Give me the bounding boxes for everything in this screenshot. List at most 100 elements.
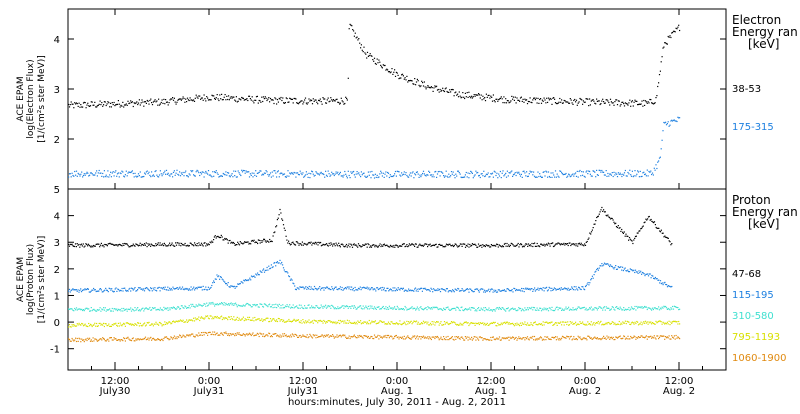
data-point (342, 290, 343, 291)
data-point (641, 176, 642, 177)
data-point (223, 239, 224, 240)
data-point (327, 99, 328, 100)
data-point (580, 175, 581, 176)
data-point (394, 173, 395, 174)
data-point (207, 98, 208, 99)
data-point (624, 172, 625, 173)
data-point (661, 321, 662, 322)
data-point (407, 291, 408, 292)
data-point (87, 245, 88, 246)
data-point (623, 175, 624, 176)
data-point (283, 320, 284, 321)
data-point (546, 287, 547, 288)
data-point (213, 176, 214, 177)
data-point (124, 288, 125, 289)
data-point (597, 322, 598, 323)
data-point (109, 106, 110, 107)
data-point (606, 170, 607, 171)
data-point (679, 309, 680, 310)
data-point (339, 245, 340, 246)
data-point (194, 289, 195, 290)
data-point (432, 321, 433, 322)
data-point (192, 288, 193, 289)
data-point (561, 338, 562, 339)
data-point (641, 101, 642, 102)
data-point (201, 173, 202, 174)
data-point (663, 284, 664, 285)
data-point (433, 324, 434, 325)
data-point (124, 324, 125, 325)
data-point (521, 288, 522, 289)
data-point (420, 176, 421, 177)
data-point (670, 37, 671, 38)
data-point (586, 171, 587, 172)
data-point (218, 174, 219, 175)
data-point (134, 173, 135, 174)
data-point (587, 284, 588, 285)
data-point (577, 105, 578, 106)
data-point (191, 286, 192, 287)
data-point (348, 243, 349, 244)
data-point (630, 309, 631, 310)
data-point (324, 177, 325, 178)
data-point (516, 97, 517, 98)
data-point (413, 291, 414, 292)
data-point (283, 267, 284, 268)
data-point (188, 307, 189, 308)
data-point (71, 326, 72, 327)
data-point (605, 337, 606, 338)
data-point (80, 104, 81, 105)
data-point (115, 323, 116, 324)
data-point (362, 308, 363, 309)
data-point (544, 324, 545, 325)
data-point (522, 101, 523, 102)
data-point (88, 308, 89, 309)
data-point (199, 96, 200, 97)
data-point (198, 242, 199, 243)
data-point (230, 319, 231, 320)
data-point (196, 245, 197, 246)
data-point (515, 290, 516, 291)
data-point (480, 177, 481, 178)
data-point (160, 307, 161, 308)
data-point (412, 306, 413, 307)
data-point (468, 173, 469, 174)
data-point (561, 99, 562, 100)
data-point (607, 215, 608, 216)
data-point (179, 245, 180, 246)
data-point (633, 239, 634, 240)
data-point (221, 94, 222, 95)
data-point (284, 228, 285, 229)
data-point (114, 308, 115, 309)
data-point (224, 282, 225, 283)
data-point (166, 289, 167, 290)
data-point (308, 173, 309, 174)
data-point (501, 323, 502, 324)
data-point (396, 289, 397, 290)
data-point (148, 101, 149, 102)
data-point (363, 51, 364, 52)
data-point (583, 171, 584, 172)
data-point (442, 339, 443, 340)
data-point (565, 307, 566, 308)
data-point (465, 336, 466, 337)
data-point (487, 174, 488, 175)
data-point (502, 308, 503, 309)
data-point (426, 309, 427, 310)
data-point (593, 322, 594, 323)
data-point (349, 175, 350, 176)
data-point (480, 97, 481, 98)
data-point (422, 323, 423, 324)
data-point (224, 97, 225, 98)
data-point (613, 337, 614, 338)
data-point (679, 30, 680, 31)
data-point (575, 172, 576, 173)
data-point (597, 309, 598, 310)
data-point (492, 289, 493, 290)
data-point (534, 98, 535, 99)
data-point (474, 308, 475, 309)
data-point (596, 170, 597, 171)
data-point (572, 309, 573, 310)
data-point (522, 338, 523, 339)
data-point (479, 94, 480, 95)
